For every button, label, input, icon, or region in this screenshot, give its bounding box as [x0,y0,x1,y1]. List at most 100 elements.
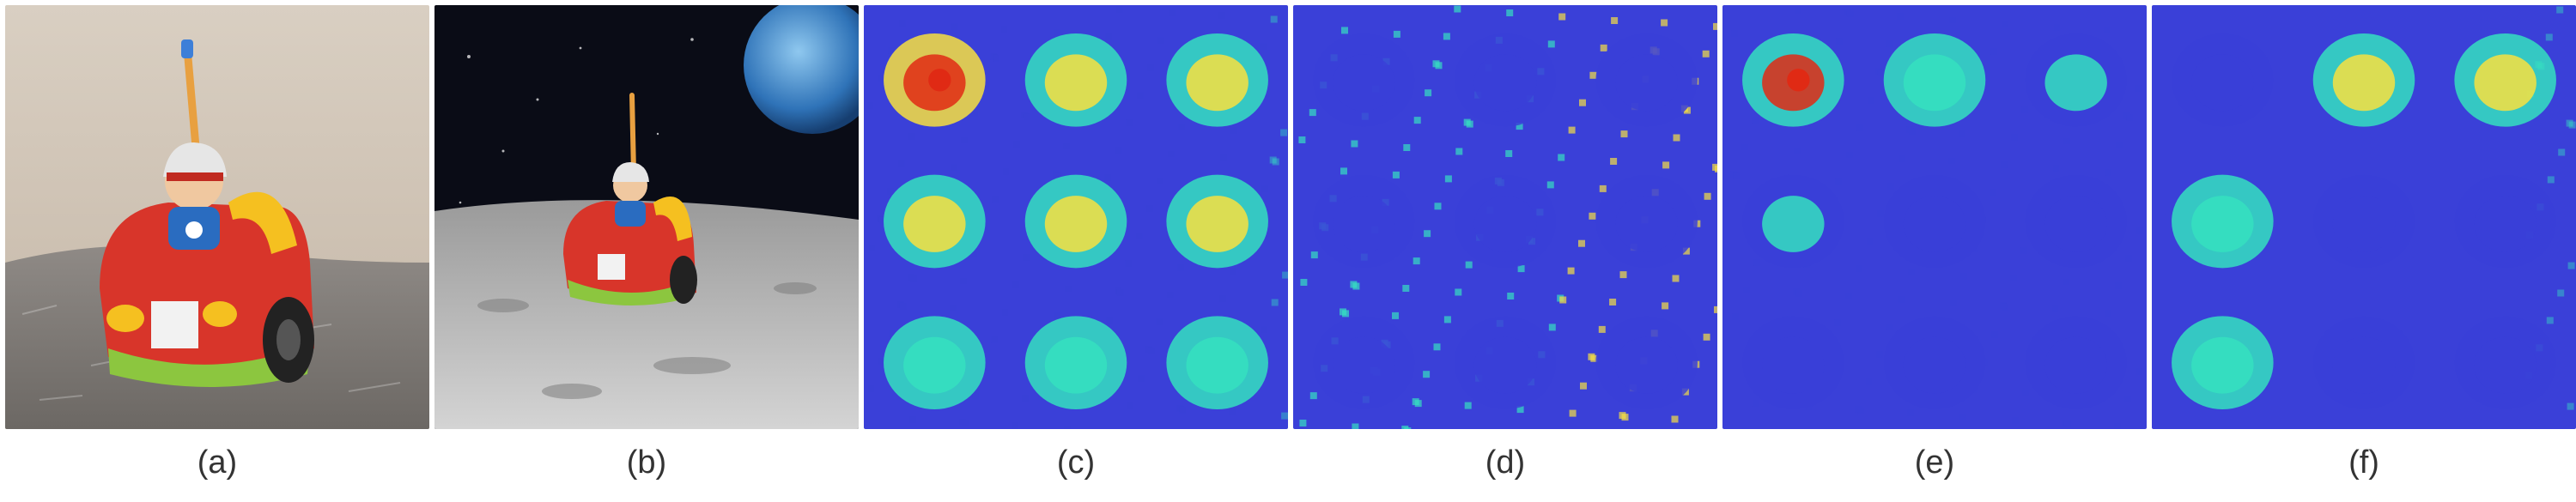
heatmap-speckle [1404,427,1412,429]
heatmap-cell [884,174,986,269]
heatmap-speckle [1722,200,1729,208]
heatmap-speckle [1589,71,1597,79]
heatmap-speckle [2402,420,2409,427]
heatmap-speckle [1558,154,1565,161]
heatmap-speckle [2061,419,2069,426]
heatmap-grid-f [2152,5,2576,429]
heatmap-speckle [867,384,875,392]
heatmap-speckle [1991,330,1999,338]
heatmap-speckle [1270,15,1278,23]
heatmap-speckle [1261,185,1269,193]
heatmap-speckle [2184,10,2192,17]
heatmap-speckle [1619,271,1627,279]
caption-e: (e) [1914,445,1955,481]
heatmap-speckle [1269,156,1277,164]
heatmap-speckle [2309,104,2317,112]
heatmap-speckle [2105,168,2112,176]
heatmap-speckle [1309,392,1317,400]
heatmap-speckle [1752,116,1759,124]
heatmap-speckle [1589,212,1596,220]
caption-d: (d) [1485,445,1526,481]
heatmap-speckle [1897,296,1905,303]
heatmap-speckle [2422,82,2430,90]
heatmap-speckle [877,74,884,82]
heatmap-cell [1883,33,1986,127]
heatmap-speckle [1610,158,1618,165]
heatmap-speckle [2236,154,2244,162]
heatmap-speckle [2104,309,2111,317]
heatmap-speckle [2452,281,2460,289]
heatmap-speckle [2505,286,2512,293]
heatmap-speckle [896,301,904,308]
heatmap-speckle [1167,150,1175,158]
heatmap-speckle [2421,223,2429,231]
heatmap-speckle [1713,22,1717,30]
heatmap-speckle [1559,296,1567,304]
heatmap-speckle [2237,14,2245,21]
heatmap-speckle [1105,33,1113,40]
heatmap-speckle [2410,251,2418,258]
heatmap-speckle [1742,286,1750,293]
heatmap-cell [884,33,986,127]
heatmap-speckle [2165,207,2172,215]
heatmap-cell [1024,174,1127,269]
heatmap-speckle [1857,407,1865,414]
heatmap-speckle [1218,295,1226,302]
heatmap-speckle [1219,154,1227,161]
heatmap-speckle [1052,170,1060,178]
heatmap-speckle [2444,311,2451,318]
heatmap-speckle [2145,57,2147,65]
heatmap-speckle [1413,257,1420,265]
heatmap-speckle [1733,172,1741,180]
toy-car-moon-image [434,5,859,429]
heatmap-speckle [1063,426,1071,429]
heatmap-speckle [2308,245,2316,252]
heatmap-cell [1454,174,1557,269]
heatmap-speckle [1423,371,1431,378]
heatmap-speckle [1702,50,1710,57]
heatmap-cell [2172,33,2274,127]
heatmap-speckle [1569,409,1577,417]
heatmap-speckle [1054,312,1061,320]
panel-d-heatmap [1293,5,1717,429]
heatmap-speckle [1282,271,1288,279]
heatmap-speckle [1877,69,1885,76]
heatmap-cell [1454,33,1557,127]
heatmap-speckle [1261,326,1268,334]
heatmap-speckle [2289,18,2296,25]
heatmap-speckle [2022,390,2030,397]
heatmap-speckle [1600,44,1607,51]
heatmap-speckle [1309,109,1316,117]
heatmap-cell [884,316,986,410]
heatmap-speckle [1947,157,1955,165]
heatmap-speckle [876,215,884,222]
heatmap-speckle [1230,127,1238,135]
heatmap-cell [1742,316,1844,410]
heatmap-speckle [908,133,915,140]
heatmap-cell [2025,33,2127,127]
heatmap-speckle [1127,402,1134,410]
heatmap-speckle [1671,415,1679,423]
heatmap-speckle [1413,117,1421,124]
heatmap-speckle [1179,406,1187,414]
heatmap-speckle [1115,6,1123,13]
heatmap-speckle [1835,178,1843,186]
heatmap-cell [2454,33,2556,127]
heatmap-speckle [1580,382,1587,390]
heatmap-speckle [2135,368,2142,376]
heatmap-speckle [1506,9,1514,16]
heatmap-speckle [950,164,957,172]
heatmap-speckle [1906,126,1914,134]
heatmap-speckle [1662,161,1670,169]
heatmap-speckle [1793,148,1801,154]
heatmap-cell [2025,174,2127,269]
heatmap-speckle [991,336,999,343]
heatmap-speckle [1959,130,1965,137]
heatmap-speckle [1166,291,1174,299]
heatmap-speckle [1836,38,1844,45]
heatmap-speckle [2000,160,2008,168]
heatmap-speckle [2184,151,2191,158]
heatmap-speckle [2115,142,2123,148]
heatmap-speckle [888,46,896,54]
heatmap-speckle [909,416,916,423]
